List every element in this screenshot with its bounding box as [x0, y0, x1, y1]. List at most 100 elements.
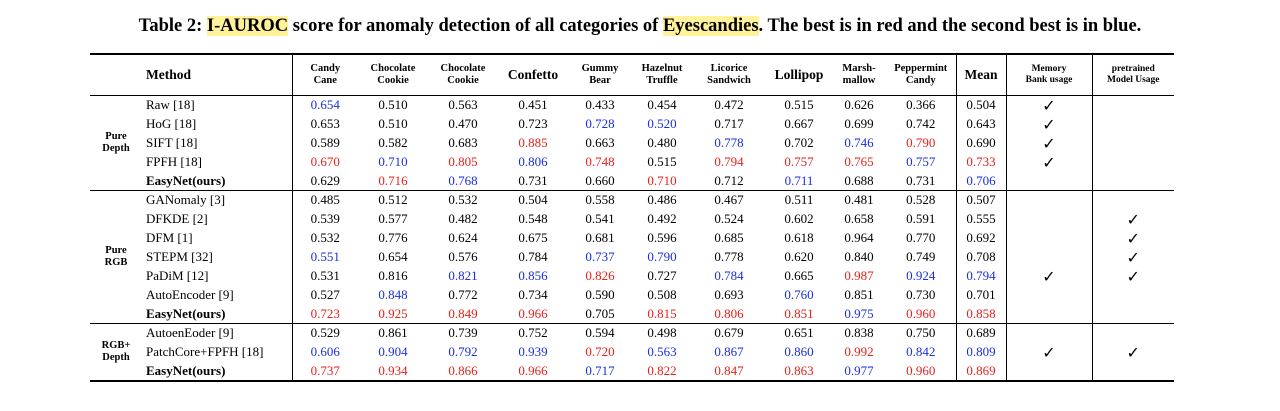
score-cell: 0.939	[518, 344, 548, 359]
score-cell: 0.683	[448, 135, 478, 150]
table-row: AutoEncoder [9] 0.527 0.848 0.772 0.734 0.590…	[90, 285, 1174, 305]
table-row: PatchCore+FPFH [18] 0.606 0.904 0.792 0.939 0…	[90, 342, 1174, 362]
score-cell: 0.511	[766, 190, 832, 210]
memory-bank-check	[1006, 247, 1093, 267]
score-cell: 0.527	[310, 287, 340, 302]
pretrained-check: ✓	[1126, 209, 1140, 229]
memory-bank-check: ✓	[1006, 342, 1093, 362]
memory-bank-check	[1006, 209, 1093, 229]
score-cell: 0.863	[784, 362, 814, 378]
score-cell: 0.591	[886, 209, 957, 229]
score-cell: 0.815	[647, 305, 677, 321]
memory-bank-check	[1006, 323, 1093, 343]
header-memory-bank-l2: Bank usage	[1025, 74, 1073, 85]
score-cell: 0.510	[378, 116, 408, 131]
score-cell: 0.541	[585, 211, 615, 226]
header-candy-cane-l1: Candy	[310, 62, 341, 74]
score-cell: 0.679	[692, 323, 766, 343]
score-cell: 0.558	[568, 190, 632, 210]
header-hazelnut-truffle: Hazelnut Truffle	[632, 54, 692, 96]
pretrained-check: ✓	[1126, 228, 1140, 248]
pretrained-check	[1092, 153, 1174, 172]
group-label: Pure Depth	[90, 95, 142, 191]
score-cell: 0.576	[448, 249, 478, 264]
memory-bank-check	[1006, 304, 1093, 324]
score-cell: 0.665	[784, 268, 814, 283]
pretrained-check	[1092, 134, 1174, 153]
score-cell: 0.710	[647, 172, 677, 188]
score-cell: 0.975	[844, 305, 874, 321]
score-cell: 0.685	[714, 230, 744, 245]
score-cell: 0.577	[378, 211, 408, 226]
score-cell: 0.688	[844, 172, 874, 188]
score-cell: 0.849	[448, 305, 478, 321]
score-cell: 0.734	[518, 287, 548, 302]
score-cell: 0.654	[310, 97, 340, 112]
score-cell: 0.792	[448, 344, 478, 359]
score-cell: 0.728	[585, 116, 615, 131]
score-cell: 0.433	[585, 97, 615, 112]
pretrained-check: ✓	[1126, 266, 1140, 286]
score-cell: 0.532	[428, 190, 498, 210]
score-cell: 0.654	[378, 249, 408, 264]
mean-score-cell: 0.701	[956, 285, 1007, 305]
score-cell: 0.699	[844, 116, 874, 131]
method-name: AutoenEoder [9]	[142, 323, 293, 343]
caption-prefix: Table 2:	[138, 16, 207, 36]
score-cell: 0.486	[632, 190, 692, 210]
score-cell: 0.847	[714, 362, 744, 378]
header-gummy-bear: Gummy Bear	[568, 54, 632, 96]
table-body: Pure Depth Raw [18] 0.654 0.510 0.563 0.451 0.4…	[90, 95, 1174, 381]
score-cell: 0.790	[647, 249, 677, 264]
score-cell: 0.790	[886, 133, 957, 153]
score-cell: 0.731	[518, 172, 548, 188]
score-cell: 0.860	[784, 344, 814, 359]
mean-score-cell: 0.706	[956, 171, 1007, 191]
header-peppermint-candy-l1: Peppermint	[894, 62, 948, 74]
score-cell: 0.904	[378, 344, 408, 359]
table-header: Method Candy Cane Chocolate Cookie Chocola…	[90, 54, 1174, 96]
method-name: AutoEncoder [9]	[142, 285, 293, 305]
header-chocolate-cookie-l1: Chocolate	[370, 62, 416, 74]
header-chocolate-cookie-2: Chocolate Cookie	[428, 54, 498, 96]
header-gummy-bear-l2: Bear	[589, 74, 611, 86]
score-cell: 0.749	[886, 247, 957, 267]
score-cell: 0.663	[585, 135, 615, 150]
score-cell: 0.977	[844, 362, 874, 378]
score-cell: 0.528	[886, 190, 957, 210]
score-cell: 0.750	[886, 323, 957, 343]
group-label-line2: RGB	[104, 257, 128, 268]
mean-score-cell: 0.507	[956, 190, 1007, 210]
header-row: Method Candy Cane Chocolate Cookie Chocola…	[90, 54, 1174, 96]
method-name: EasyNet(ours)	[142, 361, 293, 381]
score-cell: 0.454	[647, 97, 677, 112]
score-cell: 0.716	[378, 172, 408, 188]
score-cell: 0.653	[310, 116, 340, 131]
score-cell: 0.660	[585, 172, 615, 188]
score-cell: 0.784	[518, 249, 548, 264]
header-method: Method	[142, 54, 293, 96]
header-marshmallow-l2: mallow	[842, 74, 876, 86]
method-name: PaDiM [12]	[142, 266, 293, 286]
score-cell: 0.778	[714, 249, 744, 264]
score-cell: 0.515	[647, 154, 677, 169]
score-cell: 0.470	[448, 116, 478, 131]
method-name: STEPM [32]	[142, 247, 293, 267]
score-cell: 0.934	[378, 362, 408, 378]
score-cell: 0.492	[647, 211, 677, 226]
mean-score-cell: 0.643	[956, 114, 1007, 134]
mean-score-cell: 0.869	[956, 361, 1007, 381]
score-cell: 0.992	[844, 344, 874, 359]
score-cell: 0.851	[784, 305, 814, 321]
score-cell: 0.712	[714, 172, 744, 188]
mean-score-cell: 0.692	[956, 228, 1007, 248]
score-cell: 0.739	[428, 323, 498, 343]
score-cell: 0.520	[647, 116, 677, 131]
table-row: HoG [18] 0.653 0.510 0.470 0.723 0.728 0.520 0.…	[90, 114, 1174, 134]
score-cell: 0.705	[585, 305, 615, 321]
table-row: STEPM [32] 0.551 0.654 0.576 0.784 0.737 0.790…	[90, 247, 1174, 267]
score-cell: 0.366	[886, 95, 957, 115]
table-row: DFM [1] 0.532 0.776 0.624 0.675 0.681 0.596 0.6…	[90, 228, 1174, 248]
score-cell: 0.667	[784, 116, 814, 131]
header-memory-bank: Memory Bank usage	[1006, 54, 1093, 96]
